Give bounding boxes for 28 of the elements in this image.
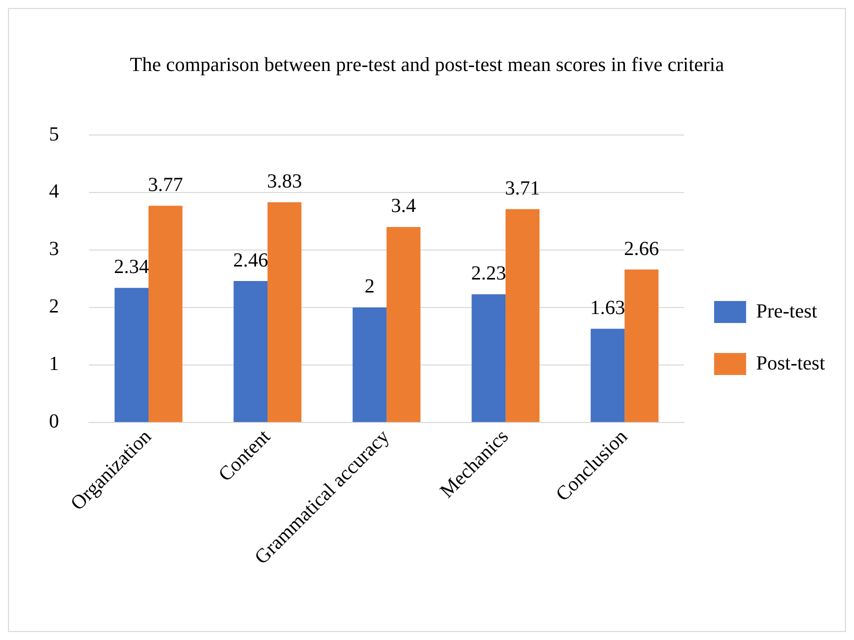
data-label: 2 [364,276,375,298]
bar [148,206,182,422]
y-tick-label: 0 [49,410,59,433]
data-label: 2.46 [233,249,268,272]
data-label: 2.23 [471,262,506,284]
data-label: 3.77 [148,174,183,196]
y-tick-label: 5 [49,123,59,146]
bar [472,294,506,422]
legend-label: Post-test [756,352,826,374]
bar [506,209,540,422]
bar [352,307,387,422]
data-label: 2.66 [624,238,660,260]
data-label: 3.71 [505,177,540,200]
bar [386,226,420,422]
y-tick-label: 3 [49,238,59,260]
y-tick-label: 4 [49,180,59,203]
data-label: 3.83 [266,170,302,193]
data-label: 3.4 [391,195,416,218]
bar [268,202,302,422]
chart-title: The comparison between pre-test and post-test mean scores in five criteria [128,53,726,78]
bar [590,328,625,422]
bar [234,281,268,422]
y-tick-label: 2 [49,296,59,318]
y-tick-label: 1 [49,353,59,376]
bar [624,270,659,422]
legend-label: Pre-test [756,300,818,322]
bar [114,288,149,422]
data-label: 1.63 [590,296,626,319]
